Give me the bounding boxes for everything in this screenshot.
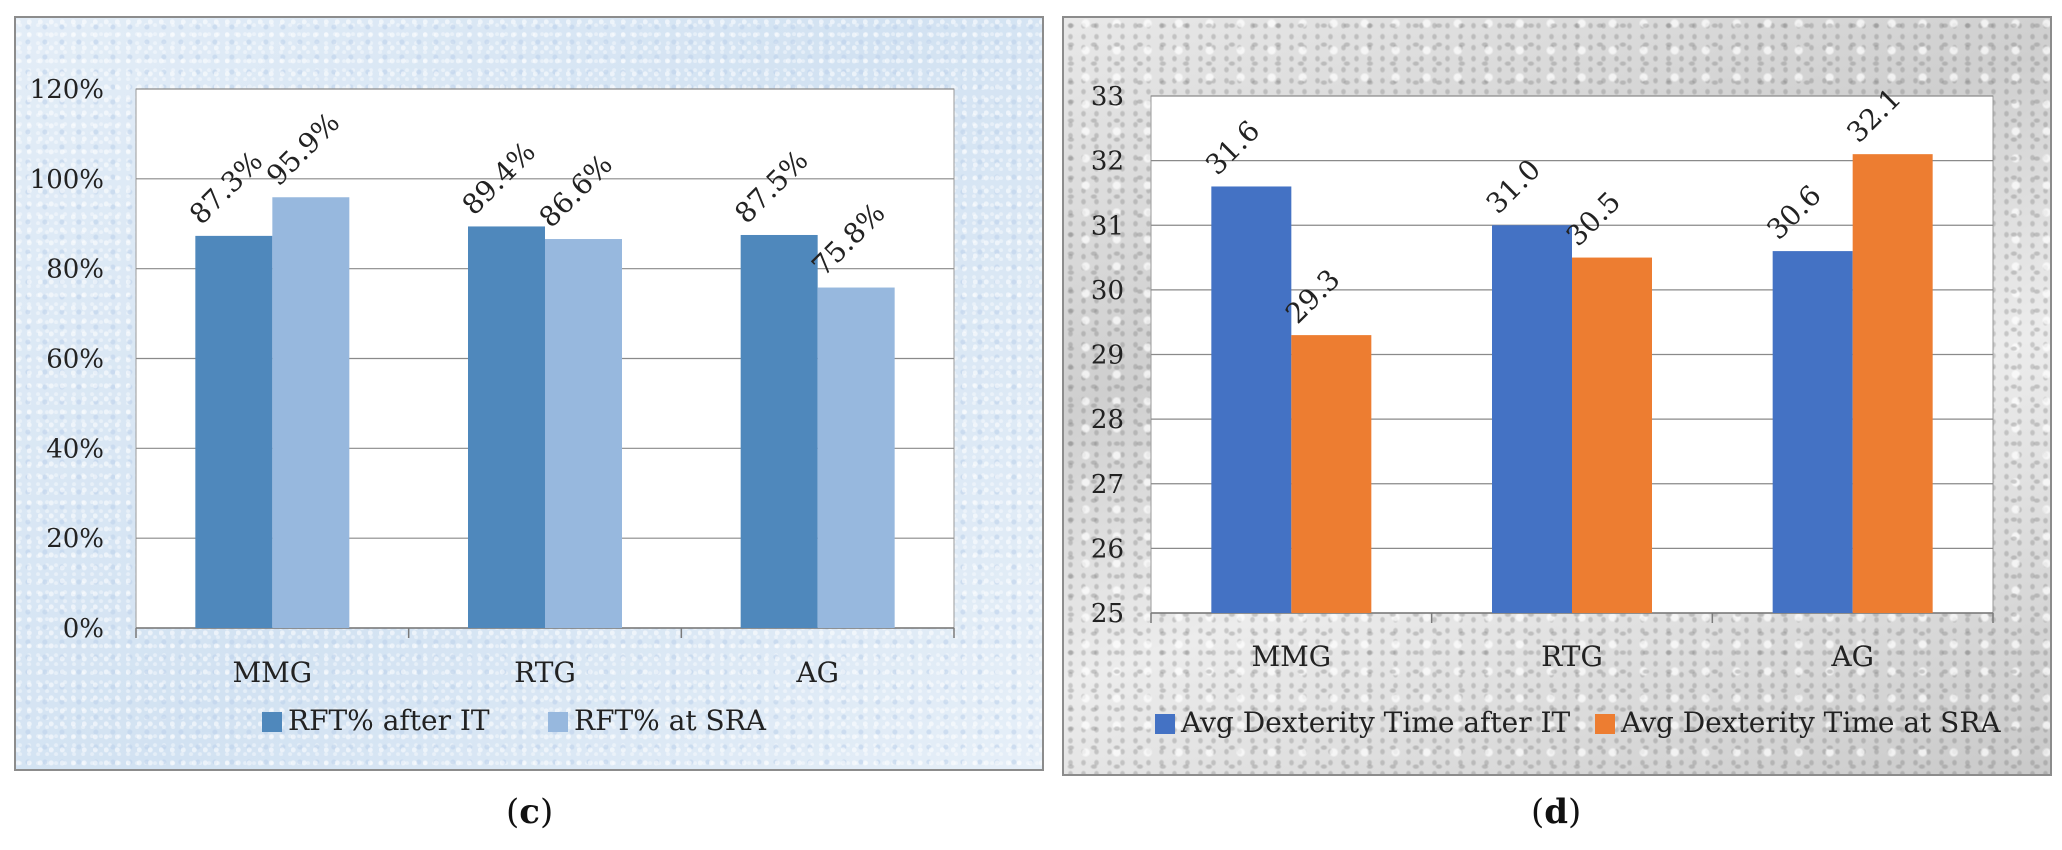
y-tick-label-d: 33 (1091, 82, 1124, 112)
category-label-d: AG (1830, 640, 1874, 673)
panel-label-d: (d) (1531, 792, 1582, 832)
bar-d-s2 (1291, 335, 1372, 613)
category-label-c: RTG (514, 656, 576, 689)
bar-c-s2 (817, 287, 895, 628)
legend-label-d-s1: Avg Dexterity Time after IT (1180, 706, 1571, 739)
y-tick-label-d: 31 (1091, 211, 1124, 241)
category-label-d: RTG (1541, 640, 1603, 673)
y-tick-label-c: 0% (63, 614, 104, 644)
category-label-c: AG (795, 656, 839, 689)
panel-label-c: (c) (506, 792, 554, 832)
y-tick-label-c: 60% (46, 345, 104, 375)
y-tick-label-d: 30 (1091, 276, 1124, 306)
bar-c-s1 (468, 226, 545, 628)
bar-d-s1 (1772, 251, 1853, 613)
category-label-d: MMG (1251, 640, 1331, 673)
y-tick-label-d: 25 (1091, 599, 1124, 629)
chart-c: 0%20%40%60%80%100%120%MMG87.3%95.9%RTG89… (30, 75, 955, 737)
legend-swatch-d-s1 (1155, 714, 1175, 734)
legend-swatch-d-s2 (1595, 714, 1615, 734)
y-tick-label-c: 20% (46, 524, 104, 554)
legend-swatch-c-s1 (262, 712, 282, 732)
y-tick-label-c: 40% (46, 434, 104, 464)
y-tick-label-d: 27 (1091, 470, 1124, 500)
bar-d-s2 (1852, 154, 1933, 613)
y-tick-label-d: 26 (1091, 534, 1124, 564)
bar-c-s2 (545, 239, 622, 628)
bar-c-s1 (195, 235, 273, 628)
y-tick-label-c: 80% (46, 255, 104, 285)
y-tick-label-c: 120% (30, 75, 104, 105)
legend-label-c-s1: RFT% after IT (288, 704, 490, 737)
bar-c-s2 (272, 197, 350, 629)
bar-d-s1 (1211, 186, 1292, 613)
y-tick-label-c: 100% (30, 165, 104, 195)
bar-c-s1 (740, 234, 818, 628)
y-tick-label-d: 32 (1091, 147, 1124, 177)
bar-d-s1 (1492, 225, 1572, 613)
y-tick-label-d: 28 (1091, 405, 1124, 435)
y-tick-label-d: 29 (1091, 341, 1124, 371)
legend-label-c-s2: RFT% at SRA (574, 704, 767, 737)
category-label-c: MMG (232, 656, 312, 689)
legend-swatch-c-s2 (548, 712, 568, 732)
bar-d-s2 (1572, 257, 1652, 613)
legend-label-d-s2: Avg Dexterity Time at SRA (1620, 706, 2001, 739)
